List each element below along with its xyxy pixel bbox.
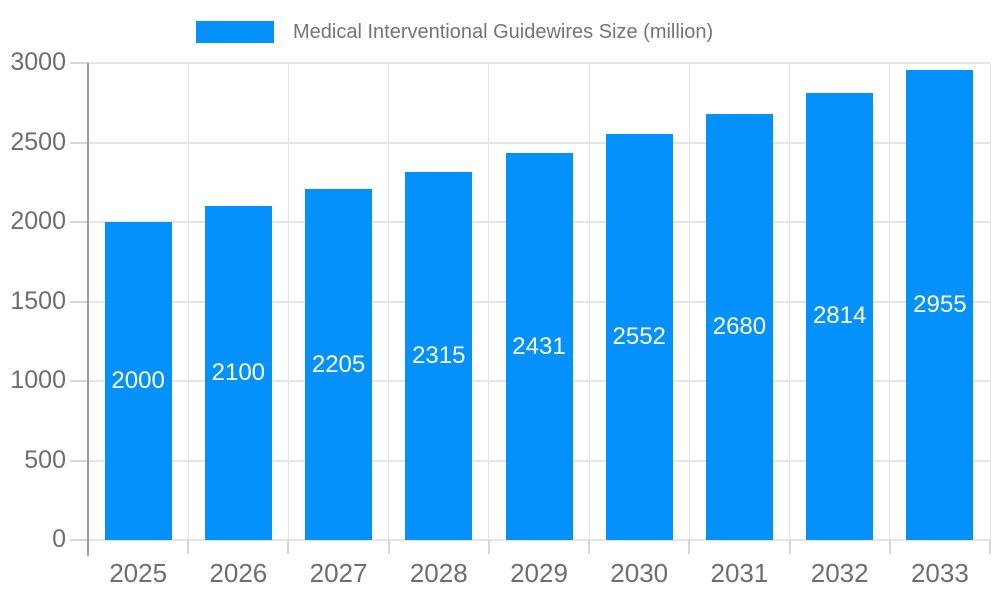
y-axis-tick-label: 1500 <box>10 286 66 315</box>
x-axis-tick <box>888 540 891 554</box>
x-axis-tick-label: 2031 <box>710 558 769 588</box>
y-gridline <box>88 539 990 541</box>
x-gridline <box>588 63 590 540</box>
bar[interactable] <box>605 134 673 540</box>
bar-value-label: 2315 <box>412 341 466 369</box>
y-axis-tick <box>70 221 88 223</box>
y-axis-tick <box>70 459 88 462</box>
x-axis-tick <box>588 540 591 554</box>
bar[interactable] <box>305 189 373 540</box>
y-axis-tick-label: 2500 <box>10 127 66 156</box>
y-axis-tick-label: 2000 <box>10 207 66 235</box>
bar[interactable] <box>705 113 773 540</box>
bar[interactable] <box>104 222 172 540</box>
x-axis-tick <box>387 540 390 554</box>
bar[interactable] <box>806 92 874 540</box>
x-gridline <box>688 63 690 540</box>
y-axis-tick-label: 1000 <box>10 366 66 394</box>
bar-value-label: 2000 <box>111 367 165 394</box>
bar-value-label: 2680 <box>712 312 767 340</box>
legend-label: Medical Interventional Guidewires Size (… <box>293 20 714 43</box>
y-axis-line <box>87 63 89 556</box>
y-gridline <box>88 141 990 144</box>
y-axis-tick <box>70 380 88 382</box>
x-axis-tick <box>487 540 490 554</box>
x-gridline <box>287 63 289 540</box>
x-gridline <box>989 63 991 540</box>
bar[interactable] <box>505 153 573 540</box>
bar-value-label: 2955 <box>913 291 967 319</box>
bar[interactable] <box>906 70 974 540</box>
x-gridline <box>187 63 189 540</box>
x-axis-tick-label: 2030 <box>610 558 669 588</box>
x-gridline <box>388 63 390 540</box>
x-axis-tick <box>989 540 991 554</box>
y-axis-tick-label: 500 <box>24 445 66 474</box>
x-axis-tick-label: 2025 <box>109 558 168 588</box>
x-axis-tick-label: 2027 <box>309 558 368 588</box>
x-gridline <box>789 63 791 540</box>
y-axis-tick-label: 3000 <box>10 48 66 76</box>
y-axis-tick <box>70 539 88 541</box>
legend[interactable]: Medical Interventional Guidewires Size (… <box>196 21 713 43</box>
x-axis-tick <box>187 540 190 554</box>
y-axis-tick <box>70 62 88 64</box>
bar-value-label: 2552 <box>612 323 666 351</box>
x-gridline <box>488 63 490 540</box>
x-axis-tick-label: 2026 <box>209 558 268 588</box>
bar[interactable] <box>405 171 473 540</box>
legend-swatch <box>196 21 274 43</box>
x-axis-tick-label: 2033 <box>910 558 969 588</box>
y-axis-tick <box>70 300 88 303</box>
x-axis-tick <box>688 540 691 554</box>
bar[interactable] <box>204 206 272 540</box>
x-axis-tick <box>287 540 290 554</box>
bar-value-label: 2814 <box>812 302 867 330</box>
x-axis-tick-label: 2032 <box>810 558 869 588</box>
x-gridline <box>889 63 891 540</box>
bar-value-label: 2431 <box>512 332 566 360</box>
x-axis-tick-label: 2029 <box>510 558 568 588</box>
bar-value-label: 2205 <box>311 350 366 378</box>
bar-value-label: 2100 <box>211 359 266 387</box>
x-axis-tick <box>788 540 791 554</box>
y-axis-tick-label: 0 <box>52 525 66 553</box>
x-axis-tick-label: 2028 <box>409 558 468 588</box>
y-axis-tick <box>70 141 88 144</box>
y-gridline <box>88 62 990 64</box>
